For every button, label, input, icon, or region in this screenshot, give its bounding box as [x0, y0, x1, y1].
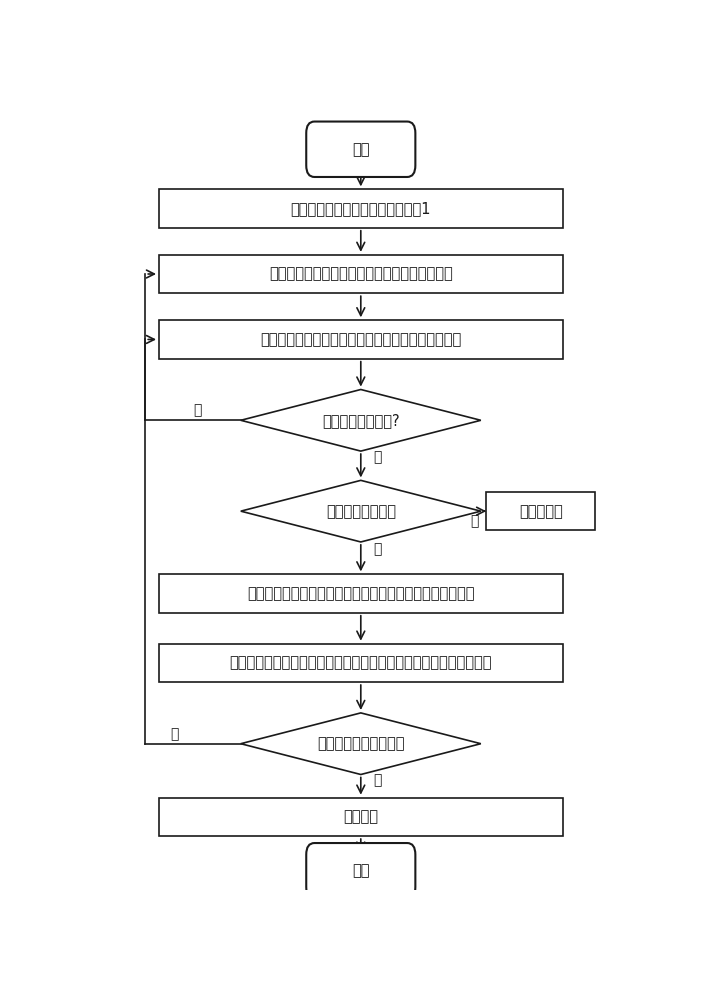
Text: 是: 是: [373, 543, 382, 557]
Polygon shape: [241, 389, 481, 451]
Bar: [159, 798, 562, 836]
Text: 抛弃该蚂蚁: 抛弃该蚂蚁: [519, 504, 562, 519]
Bar: [159, 320, 562, 359]
Text: 留下该蚂蚁，并得到其相应的成功到达目标节点的路径长度: 留下该蚂蚁，并得到其相应的成功到达目标节点的路径长度: [247, 586, 474, 601]
Text: 是否到达目标节点: 是否到达目标节点: [326, 504, 396, 519]
Text: 设置最大迭代次数，令迭代次数为1: 设置最大迭代次数，令迭代次数为1: [291, 201, 431, 216]
Text: 一次迭代是否结束?: 一次迭代是否结束?: [322, 413, 400, 428]
FancyBboxPatch shape: [306, 843, 415, 898]
Bar: [159, 255, 562, 293]
Bar: [159, 189, 562, 228]
Text: 根据奖励惩罚机制，对成功到达目标节点的所有路径进行信息素更新: 根据奖励惩罚机制，对成功到达目标节点的所有路径进行信息素更新: [230, 655, 492, 670]
Text: 采用伪随机状态转移规则选择下一节点，更新禁忌表: 采用伪随机状态转移规则选择下一节点，更新禁忌表: [260, 332, 461, 347]
Text: 否: 否: [470, 514, 479, 528]
Polygon shape: [241, 713, 481, 774]
Text: 否: 否: [170, 727, 178, 741]
Bar: [486, 492, 596, 530]
Polygon shape: [241, 480, 481, 542]
Text: 在环境地图的初始节点放置蚂蚁，初始化禁忌表: 在环境地图的初始节点放置蚂蚁，初始化禁忌表: [269, 266, 453, 282]
Text: 开始: 开始: [352, 142, 370, 157]
Text: 是: 是: [373, 773, 382, 787]
Text: 是: 是: [373, 450, 382, 464]
Text: 是否达到最大迭代次数: 是否达到最大迭代次数: [317, 736, 405, 751]
Text: 输出结果: 输出结果: [344, 809, 378, 824]
Text: 结束: 结束: [352, 863, 370, 878]
Bar: [159, 644, 562, 682]
Text: 否: 否: [193, 403, 201, 417]
Bar: [159, 574, 562, 613]
FancyBboxPatch shape: [306, 122, 415, 177]
